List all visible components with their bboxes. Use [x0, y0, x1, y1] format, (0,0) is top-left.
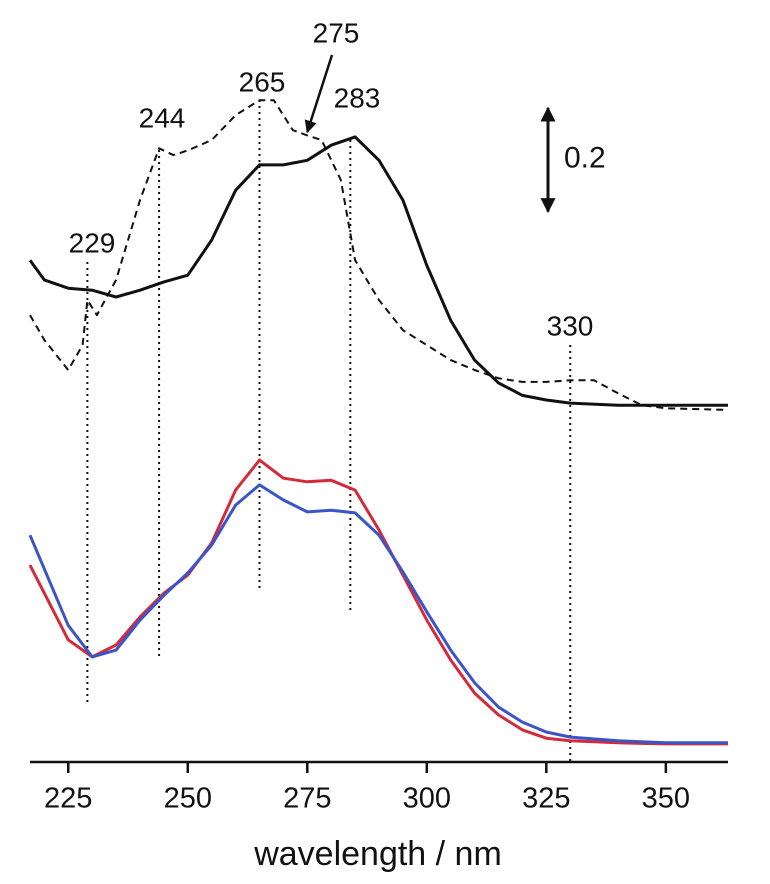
annotation-label: 229: [69, 227, 116, 258]
scale-bar-label: 0.2: [564, 142, 606, 175]
line: [28, 483, 728, 745]
annotation-label: 330: [547, 310, 594, 341]
annotation-label: 283: [334, 82, 381, 113]
annotation-label: 275: [313, 17, 360, 48]
x-tick-label: 325: [522, 783, 570, 815]
line: [28, 458, 728, 746]
line: [28, 135, 728, 407]
x-tick-label: 300: [403, 783, 451, 815]
x-tick-label: 250: [164, 783, 212, 815]
annotation-label: 244: [139, 102, 186, 133]
x-axis-label: wavelength / nm: [253, 835, 502, 873]
annotation-arrow: [304, 54, 334, 134]
x-tick-label: 275: [283, 783, 331, 815]
x-tick-label: 350: [642, 783, 690, 815]
annotation-label: 265: [239, 66, 286, 97]
dashed-line: [29, 99, 729, 411]
x-tick-label: 225: [44, 783, 92, 815]
